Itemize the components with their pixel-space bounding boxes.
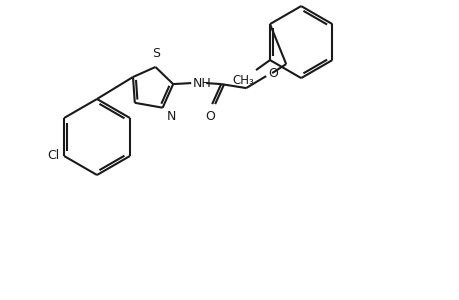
Text: O: O	[205, 110, 215, 123]
Text: CH₃: CH₃	[232, 74, 253, 87]
Text: Cl: Cl	[47, 148, 59, 161]
Text: S: S	[152, 47, 160, 60]
Text: O: O	[268, 67, 277, 80]
Text: NH: NH	[193, 76, 212, 90]
Text: N: N	[166, 110, 176, 123]
